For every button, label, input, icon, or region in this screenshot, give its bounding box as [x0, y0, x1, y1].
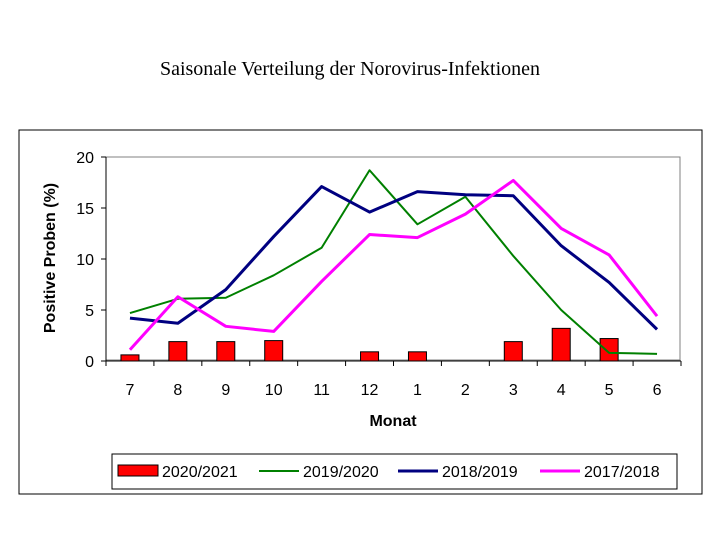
legend-label: 2018/2019	[442, 464, 518, 481]
x-tick-label: 4	[557, 382, 566, 399]
x-tick-label: 10	[265, 382, 283, 399]
x-tick-label: 11	[313, 382, 330, 399]
x-tick-label: 1	[413, 382, 422, 399]
bar-2020/2021-7	[120, 354, 140, 362]
x-tick-label: 9	[221, 382, 230, 399]
y-axis-title: Positive Proben (%)	[42, 183, 59, 333]
bar-2020/2021-5	[599, 338, 619, 362]
x-axis-title: Monat	[369, 413, 417, 430]
bar-2020/2021-12	[360, 351, 380, 362]
line-series-2019/2020	[129, 169, 658, 355]
bar-2020/2021-10	[264, 340, 284, 362]
y-tick-label: 20	[76, 150, 94, 167]
lines-layer	[128, 169, 659, 355]
legend-label: 2020/2021	[162, 464, 238, 481]
x-tick-label: 7	[126, 382, 135, 399]
legend-box	[111, 453, 678, 490]
y-tick-label: 5	[85, 303, 94, 320]
bar-2020/2021-9	[216, 341, 236, 362]
line-series-2018/2019	[129, 185, 659, 331]
x-tick-label: 8	[173, 382, 182, 399]
legend: 2020/2021 2019/2020 2018/2019 2017/2018	[117, 464, 660, 481]
y-tick-label: 0	[85, 354, 94, 371]
bar-2020/2021-3	[503, 341, 523, 362]
x-tick-label: 12	[361, 382, 379, 399]
plot-area	[105, 156, 681, 361]
line-series-2017/2018	[128, 178, 659, 351]
x-tick-label: 3	[509, 382, 518, 399]
bar-2020/2021-1	[407, 351, 427, 362]
legend-swatch-2020/2021	[117, 464, 159, 477]
legend-label: 2019/2020	[303, 464, 379, 481]
x-tick-label: 6	[653, 382, 662, 399]
x-tick-label: 2	[461, 382, 470, 399]
bar-2020/2021-8	[168, 341, 188, 362]
chart-title: Saisonale Verteilung der Norovirus-Infek…	[159, 58, 541, 80]
bar-2020/2021-4	[551, 327, 571, 362]
y-tick-label: 15	[76, 201, 94, 218]
y-tick-label: 10	[76, 252, 94, 269]
x-tick-label: 5	[605, 382, 614, 399]
legend-label: 2017/2018	[584, 464, 660, 481]
